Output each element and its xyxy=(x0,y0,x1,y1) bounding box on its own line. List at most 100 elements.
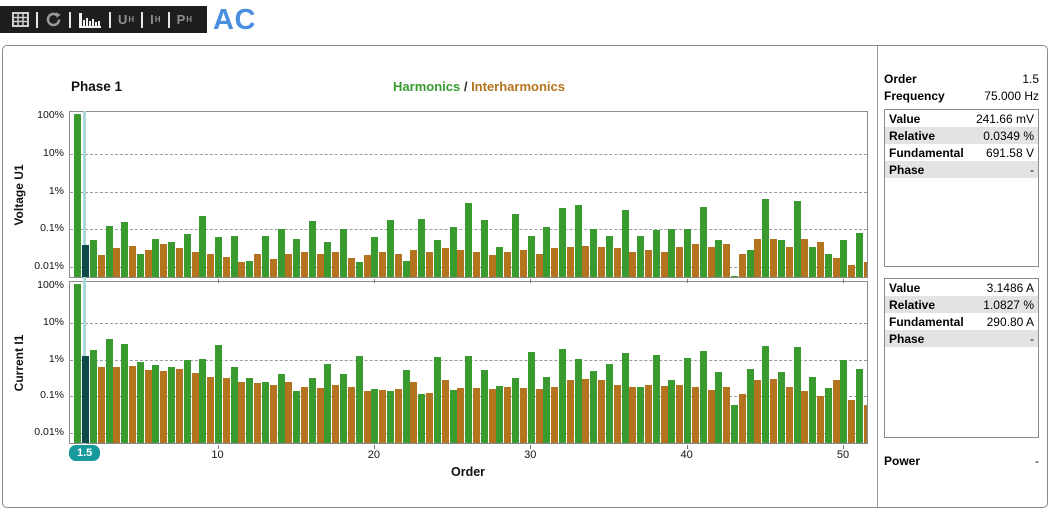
harmonic-bar[interactable] xyxy=(684,358,692,443)
harmonic-bar[interactable] xyxy=(355,355,363,443)
interharmonic-bar[interactable] xyxy=(191,252,199,277)
harmonic-bar[interactable] xyxy=(731,276,739,277)
interharmonic-bar[interactable] xyxy=(738,394,746,443)
interharmonic-bar[interactable] xyxy=(332,384,340,443)
harmonic-bar[interactable] xyxy=(512,214,520,277)
interharmonic-bar[interactable] xyxy=(191,372,199,443)
harmonic-bar[interactable] xyxy=(590,371,598,443)
harmonic-bar[interactable] xyxy=(433,240,441,277)
interharmonic-bar[interactable] xyxy=(817,242,825,277)
interharmonic-bar[interactable] xyxy=(473,387,481,443)
harmonic-bar[interactable] xyxy=(824,387,832,443)
harmonic-bar[interactable] xyxy=(89,240,97,277)
interharmonic-bar[interactable] xyxy=(285,381,293,443)
harmonic-bar[interactable] xyxy=(230,235,238,277)
interharmonic-bar[interactable] xyxy=(113,248,121,277)
harmonic-bar[interactable] xyxy=(699,207,707,277)
interharmonic-bar[interactable] xyxy=(535,388,543,443)
harmonic-bar[interactable] xyxy=(777,240,785,277)
interharmonic-bar[interactable] xyxy=(519,387,527,443)
interharmonic-bar[interactable] xyxy=(379,252,387,277)
harmonic-bar[interactable] xyxy=(668,380,676,443)
harmonic-bar[interactable] xyxy=(559,349,567,443)
voltage-harmonics-plot[interactable] xyxy=(69,111,868,278)
harmonic-bar[interactable] xyxy=(340,374,348,443)
harmonic-bar[interactable] xyxy=(277,374,285,443)
interharmonic-bar[interactable] xyxy=(488,388,496,443)
interharmonic-bar[interactable] xyxy=(629,386,637,443)
interharmonic-bar[interactable] xyxy=(723,386,731,443)
interharmonic-bar[interactable] xyxy=(113,367,121,443)
interharmonic-bar[interactable] xyxy=(207,253,215,277)
harmonic-bar[interactable] xyxy=(480,219,488,277)
harmonic-bar[interactable] xyxy=(809,247,817,277)
harmonic-bar[interactable] xyxy=(762,199,770,277)
harmonic-bar[interactable] xyxy=(715,372,723,443)
harmonic-bar[interactable] xyxy=(105,339,113,443)
harmonic-bar[interactable] xyxy=(168,367,176,443)
harmonic-bar[interactable] xyxy=(387,219,395,277)
harmonic-bar[interactable] xyxy=(621,210,629,277)
interharmonic-bar[interactable] xyxy=(332,252,340,277)
harmonic-bar[interactable] xyxy=(371,237,379,277)
interharmonic-bar[interactable] xyxy=(269,384,277,443)
table-icon[interactable] xyxy=(7,6,34,33)
interharmonic-bar[interactable] xyxy=(160,244,168,277)
interharmonic-bar[interactable] xyxy=(410,381,418,443)
interharmonic-bar[interactable] xyxy=(566,247,574,277)
harmonic-bar[interactable] xyxy=(652,355,660,443)
interharmonic-bar[interactable] xyxy=(582,379,590,443)
harmonic-bar[interactable] xyxy=(715,240,723,277)
harmonic-bar[interactable] xyxy=(777,372,785,443)
harmonic-bar[interactable] xyxy=(371,388,379,443)
interharmonic-bar[interactable] xyxy=(97,255,105,277)
interharmonic-bar[interactable] xyxy=(254,383,262,443)
harmonic-bar[interactable] xyxy=(308,377,316,443)
harmonic-bar[interactable] xyxy=(105,226,113,277)
interharmonic-bar[interactable] xyxy=(238,262,246,277)
harmonic-bar[interactable] xyxy=(574,359,582,443)
interharmonic-bar[interactable] xyxy=(832,380,840,443)
harmonic-bar[interactable] xyxy=(324,364,332,443)
interharmonic-bar[interactable] xyxy=(707,390,715,443)
interharmonic-bar[interactable] xyxy=(222,377,230,443)
interharmonic-bar[interactable] xyxy=(426,392,434,443)
interharmonic-bar[interactable] xyxy=(175,248,183,277)
harmonic-bar[interactable] xyxy=(183,234,191,277)
interharmonic-bar[interactable] xyxy=(379,390,387,443)
interharmonic-bar[interactable] xyxy=(426,252,434,277)
interharmonic-bar[interactable] xyxy=(301,252,309,277)
harmonic-bar[interactable] xyxy=(605,364,613,443)
interharmonic-bar[interactable] xyxy=(144,370,152,443)
interharmonic-bar[interactable] xyxy=(535,253,543,277)
interharmonic-bar[interactable] xyxy=(238,381,246,443)
interharmonic-bar[interactable] xyxy=(222,257,230,277)
interharmonic-bar[interactable] xyxy=(551,386,559,443)
harmonic-bar[interactable] xyxy=(559,208,567,277)
cursor-order-badge[interactable]: 1.5 xyxy=(69,445,101,461)
harmonic-bar[interactable] xyxy=(527,235,535,277)
harmonic-bar[interactable] xyxy=(308,220,316,277)
harmonic-bar[interactable] xyxy=(74,114,82,277)
interharmonic-bar[interactable] xyxy=(160,371,168,443)
interharmonic-bar[interactable] xyxy=(723,244,731,277)
harmonic-bar[interactable] xyxy=(293,391,301,443)
interharmonic-bar[interactable] xyxy=(441,248,449,277)
harmonic-bar[interactable] xyxy=(465,202,473,277)
interharmonic-bar[interactable] xyxy=(410,249,418,277)
harmonic-bar[interactable] xyxy=(590,228,598,277)
harmonic-bar[interactable] xyxy=(199,359,207,443)
current-harmonics-plot[interactable] xyxy=(69,281,868,444)
interharmonic-bar[interactable] xyxy=(848,265,856,277)
harmonic-bar[interactable] xyxy=(168,242,176,277)
harmonic-bar[interactable] xyxy=(824,253,832,277)
interharmonic-bar[interactable] xyxy=(754,380,762,443)
interharmonic-bar[interactable] xyxy=(363,391,371,443)
interharmonic-bar[interactable] xyxy=(269,259,277,277)
interharmonic-bar[interactable] xyxy=(613,248,621,277)
interharmonic-bar[interactable] xyxy=(598,247,606,277)
interharmonic-bar[interactable] xyxy=(207,376,215,443)
interharmonic-bar[interactable] xyxy=(676,247,684,277)
interharmonic-bar[interactable] xyxy=(770,238,778,277)
